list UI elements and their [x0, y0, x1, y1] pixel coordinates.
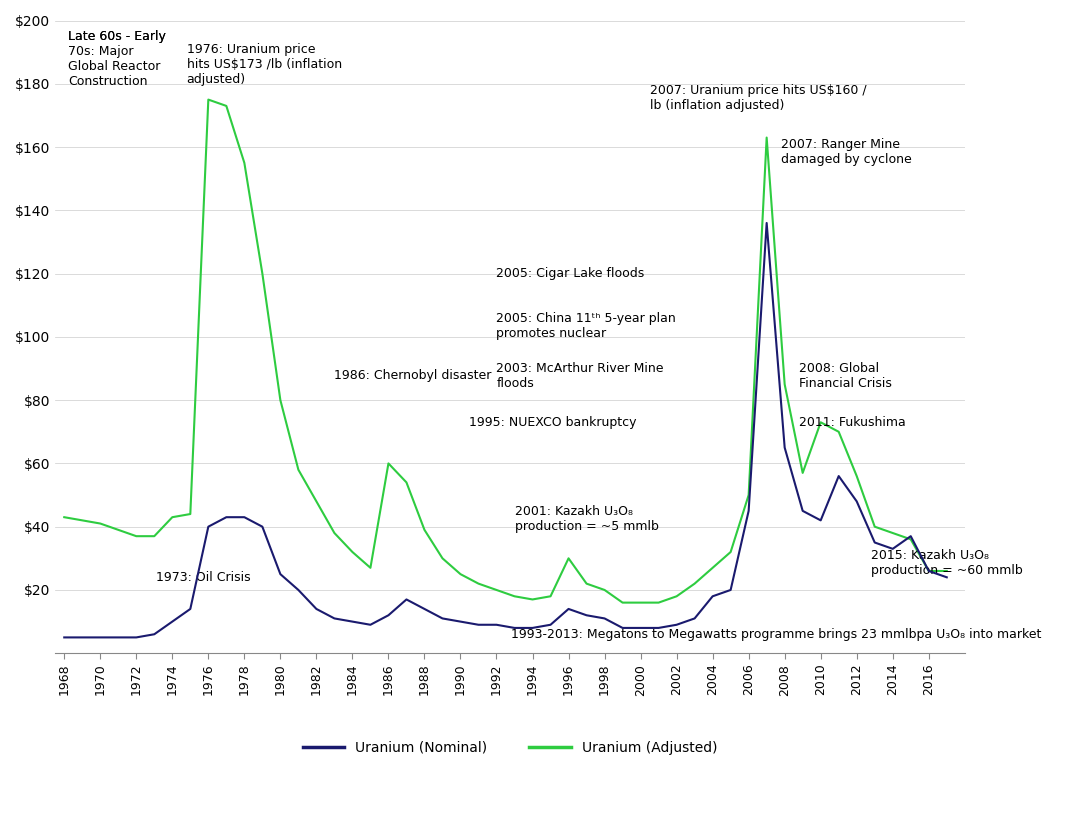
Text: 2008: Global
Financial Crisis: 2008: Global Financial Crisis	[799, 362, 892, 390]
Text: 2005: China 11ᵗʰ 5-year plan
promotes nuclear: 2005: China 11ᵗʰ 5-year plan promotes nu…	[497, 311, 676, 340]
Text: 2011: Fukushima: 2011: Fukushima	[799, 416, 906, 429]
Text: 1986: Chernobyl disaster: 1986: Chernobyl disaster	[334, 368, 492, 381]
Text: 2001: Kazakh U₃O₈
production = ~5 mmlb: 2001: Kazakh U₃O₈ production = ~5 mmlb	[514, 504, 659, 532]
Text: Late 60s - Early
70s: Major
Global Reactor
Construction: Late 60s - Early 70s: Major Global React…	[68, 30, 166, 88]
Text: 2007: Uranium price hits US$160 /
lb (inflation adjusted): 2007: Uranium price hits US$160 / lb (in…	[650, 84, 866, 112]
Text: 2015: Kazakh U₃O₈
production = ~60 mmlb: 2015: Kazakh U₃O₈ production = ~60 mmlb	[871, 548, 1023, 577]
Legend: Uranium (Nominal), Uranium (Adjusted): Uranium (Nominal), Uranium (Adjusted)	[297, 735, 723, 760]
Text: 2005: Cigar Lake floods: 2005: Cigar Lake floods	[497, 267, 645, 280]
Text: 1973: Oil Crisis: 1973: Oil Crisis	[156, 570, 250, 584]
Text: 2003: McArthur River Mine
floods: 2003: McArthur River Mine floods	[497, 362, 664, 390]
Text: 1993-2013: Megatons to Megawatts programme brings 23 mmlbpa U₃O₈ into market: 1993-2013: Megatons to Megawatts program…	[511, 628, 1041, 641]
Text: 1976: Uranium price
hits US$173 /lb (inflation
adjusted): 1976: Uranium price hits US$173 /lb (inf…	[186, 42, 342, 86]
Text: 1995: NUEXCO bankruptcy: 1995: NUEXCO bankruptcy	[469, 416, 637, 429]
Text: 2007: Ranger Mine
damaged by cyclone: 2007: Ranger Mine damaged by cyclone	[781, 138, 911, 165]
Text: Late 60s - Early: Late 60s - Early	[68, 30, 166, 58]
